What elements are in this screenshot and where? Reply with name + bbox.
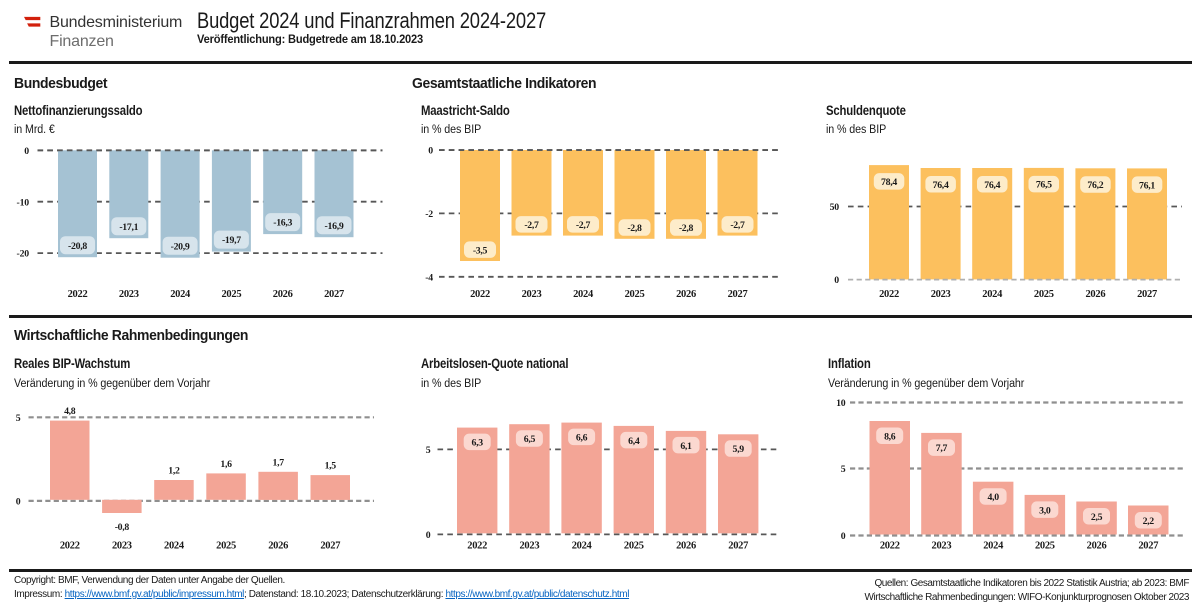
svg-text:2022: 2022 — [467, 541, 487, 552]
svg-text:76,2: 76,2 — [1087, 180, 1103, 191]
svg-text:2023: 2023 — [522, 289, 542, 300]
svg-text:-0,8: -0,8 — [115, 522, 130, 533]
svg-text:2024: 2024 — [983, 541, 1004, 552]
svg-text:3,0: 3,0 — [1039, 505, 1051, 516]
svg-text:-10: -10 — [17, 197, 30, 208]
svg-text:8,6: 8,6 — [884, 431, 896, 442]
svg-text:-20,9: -20,9 — [171, 241, 190, 252]
svg-text:2027: 2027 — [320, 541, 340, 552]
svg-text:-2,7: -2,7 — [576, 220, 591, 231]
svg-text:2026: 2026 — [1085, 289, 1105, 300]
svg-text:5: 5 — [16, 413, 21, 424]
svg-text:0: 0 — [426, 530, 431, 541]
svg-text:2,5: 2,5 — [1091, 512, 1103, 523]
svg-text:2027: 2027 — [728, 289, 748, 300]
svg-text:0: 0 — [24, 146, 29, 157]
svg-text:2022: 2022 — [470, 289, 490, 300]
svg-text:-2,7: -2,7 — [524, 220, 539, 231]
svg-text:1,7: 1,7 — [272, 457, 284, 468]
svg-text:10: 10 — [836, 398, 846, 409]
svg-text:2023: 2023 — [932, 541, 952, 552]
svg-text:50: 50 — [830, 202, 840, 213]
svg-text:76,4: 76,4 — [984, 180, 1000, 191]
svg-text:-20,8: -20,8 — [68, 241, 87, 252]
svg-text:2023: 2023 — [519, 541, 539, 552]
svg-text:2024: 2024 — [170, 289, 191, 300]
svg-text:-20: -20 — [17, 249, 30, 260]
svg-text:6,3: 6,3 — [472, 437, 484, 448]
svg-text:2023: 2023 — [112, 541, 132, 552]
svg-text:-2,8: -2,8 — [679, 223, 694, 234]
svg-text:0: 0 — [841, 531, 846, 542]
svg-text:2024: 2024 — [164, 541, 185, 552]
svg-text:0: 0 — [834, 275, 839, 286]
svg-text:2027: 2027 — [1138, 541, 1158, 552]
svg-text:2023: 2023 — [931, 289, 951, 300]
svg-text:2025: 2025 — [625, 289, 645, 300]
svg-text:4,8: 4,8 — [64, 406, 76, 417]
svg-text:2025: 2025 — [221, 289, 241, 300]
svg-text:2026: 2026 — [273, 289, 293, 300]
svg-text:2022: 2022 — [879, 289, 899, 300]
svg-text:5,9: 5,9 — [733, 444, 745, 455]
svg-text:76,5: 76,5 — [1036, 180, 1052, 191]
svg-text:0: 0 — [16, 497, 21, 508]
svg-text:2025: 2025 — [624, 541, 644, 552]
svg-text:2022: 2022 — [60, 541, 80, 552]
svg-text:2027: 2027 — [1137, 289, 1157, 300]
svg-text:2022: 2022 — [880, 541, 900, 552]
svg-text:2026: 2026 — [1087, 541, 1107, 552]
svg-text:4,0: 4,0 — [987, 492, 999, 503]
svg-text:6,5: 6,5 — [524, 434, 536, 445]
svg-text:5: 5 — [426, 445, 431, 456]
svg-text:2025: 2025 — [1034, 289, 1054, 300]
svg-text:-2: -2 — [425, 209, 433, 220]
svg-text:-3,5: -3,5 — [473, 245, 488, 256]
svg-text:1,6: 1,6 — [220, 459, 232, 470]
svg-text:2026: 2026 — [676, 541, 696, 552]
svg-text:7,7: 7,7 — [936, 443, 948, 454]
svg-text:6,1: 6,1 — [680, 441, 692, 452]
svg-text:6,4: 6,4 — [628, 436, 640, 447]
svg-text:2024: 2024 — [572, 541, 593, 552]
svg-text:-2,7: -2,7 — [730, 220, 745, 231]
svg-text:2024: 2024 — [573, 289, 594, 300]
svg-text:2027: 2027 — [324, 289, 344, 300]
svg-text:2025: 2025 — [216, 541, 236, 552]
svg-text:78,4: 78,4 — [881, 177, 897, 188]
svg-text:-17,1: -17,1 — [119, 222, 138, 233]
svg-text:1,5: 1,5 — [325, 461, 337, 472]
svg-text:2025: 2025 — [1035, 541, 1055, 552]
svg-text:0: 0 — [428, 146, 433, 157]
svg-text:2,2: 2,2 — [1143, 516, 1155, 527]
svg-text:2026: 2026 — [676, 289, 696, 300]
svg-text:-4: -4 — [425, 272, 433, 283]
svg-text:76,1: 76,1 — [1139, 180, 1155, 191]
svg-text:76,4: 76,4 — [933, 180, 949, 191]
svg-text:-2,8: -2,8 — [627, 223, 642, 234]
svg-text:-16,3: -16,3 — [273, 218, 292, 229]
svg-text:2022: 2022 — [68, 289, 88, 300]
svg-text:2026: 2026 — [268, 541, 288, 552]
svg-text:6,6: 6,6 — [576, 432, 588, 443]
svg-text:-16,9: -16,9 — [325, 221, 344, 232]
svg-text:5: 5 — [841, 464, 846, 475]
svg-text:1,2: 1,2 — [168, 466, 180, 477]
svg-text:2027: 2027 — [728, 541, 748, 552]
svg-text:-19,7: -19,7 — [222, 235, 241, 246]
svg-text:2023: 2023 — [119, 289, 139, 300]
svg-text:2024: 2024 — [982, 289, 1003, 300]
